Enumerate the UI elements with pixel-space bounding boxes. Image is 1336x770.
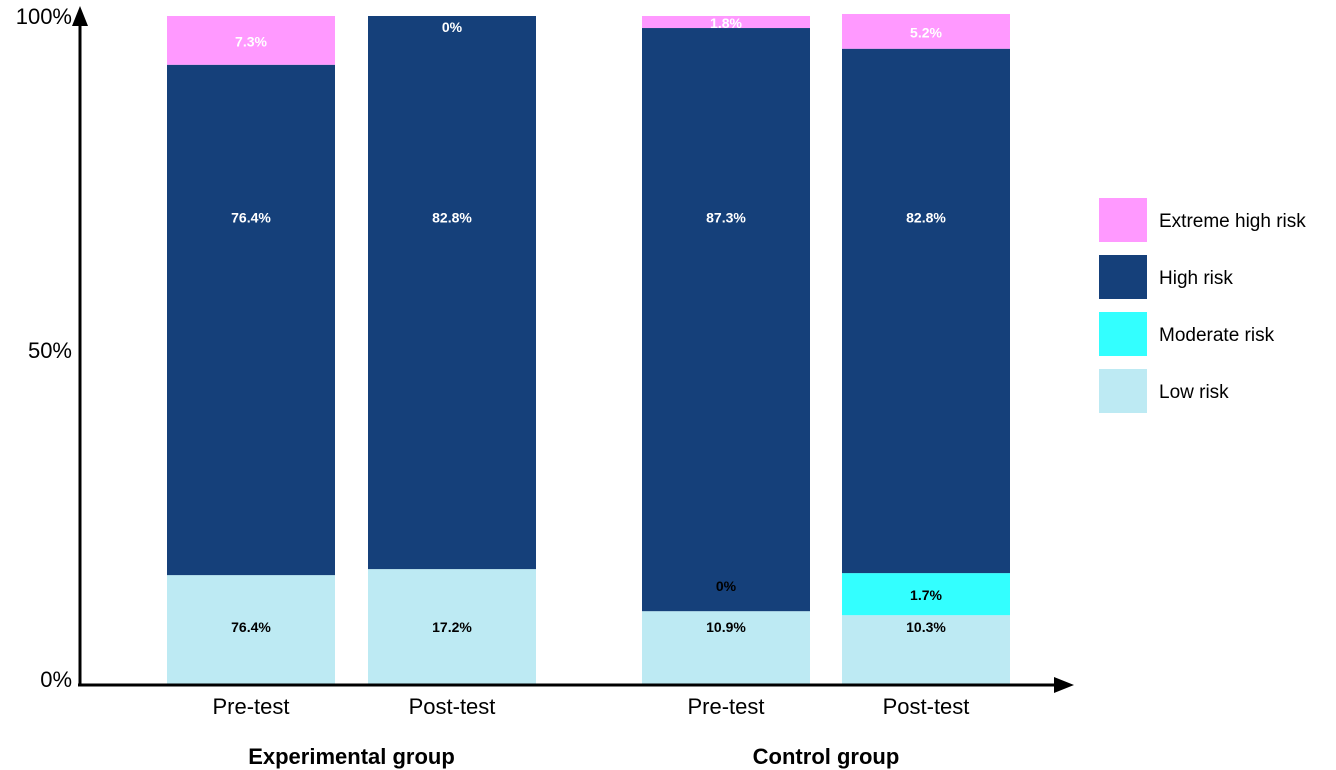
bar-extreme-high-risk-4 (842, 13, 1010, 49)
data-label-high-risk-2: 82.8% (432, 209, 472, 225)
x-tick-label-3: Pre-test (687, 694, 764, 719)
data-label-low-risk-2: 17.2% (432, 619, 472, 635)
legend-swatch-moderate-risk (1099, 312, 1147, 356)
data-label-low-risk-4: 10.3% (906, 619, 946, 635)
y-tick-label-100: 100% (16, 4, 72, 29)
data-label-high-risk-4: 82.8% (906, 209, 946, 225)
data-label-high-risk-3: 87.3% (706, 209, 746, 225)
bar-low-risk-3 (642, 611, 810, 684)
legend-swatch-low-risk (1099, 369, 1147, 413)
data-label-moderate-risk-4: 1.7% (910, 587, 942, 603)
data-label-low-risk-3: 10.9% (706, 619, 746, 635)
bar-high-risk-1 (167, 64, 335, 576)
data-label-extreme-high-risk-1: 7.3% (235, 33, 267, 49)
bar-extreme-high-risk-1 (167, 16, 335, 65)
legend-swatch-extreme-high-risk (1099, 198, 1147, 242)
legend-label-extreme-high-risk: Extreme high risk (1159, 211, 1306, 232)
legend-label-moderate-risk: Moderate risk (1159, 325, 1275, 346)
x-tick-label-1: Pre-test (212, 694, 289, 719)
bar-high-risk-2 (368, 16, 536, 570)
x-axis-arrow (1054, 677, 1074, 693)
bars-layer (167, 13, 1010, 684)
bar-high-risk-3 (642, 28, 810, 612)
y-tick-label-0: 0% (40, 667, 72, 692)
axes-layer: Pre-test Post-test Pre-test Post-test Experi… (16, 4, 1074, 769)
bar-moderate-risk-4 (842, 573, 1010, 616)
x-tick-label-4: Post-test (883, 694, 970, 719)
data-label-extreme-high-risk-3: 1.8% (710, 15, 742, 31)
bar-high-risk-4 (842, 48, 1010, 574)
bar-low-risk-1 (167, 575, 335, 684)
legend-label-low-risk: Low risk (1159, 382, 1229, 403)
bar-low-risk-2 (368, 569, 536, 684)
y-axis-arrow (72, 6, 88, 26)
legend-label-high-risk: High risk (1159, 268, 1233, 289)
bar-low-risk-4 (842, 615, 1010, 684)
data-label-high-risk-1: 76.4% (231, 209, 271, 225)
data-labels-layer: 76.4% 76.4% 7.3% 17.2% 82.8% 0% 10.9% 0% 87.3% 1.… (231, 15, 946, 635)
group-label-experimental-group: Experimental group (248, 744, 455, 769)
legend-swatch-high-risk (1099, 255, 1147, 299)
x-tick-label-2: Post-test (409, 694, 496, 719)
data-label-extreme-high-risk-2: 0% (442, 19, 463, 35)
group-label-control-group: Control group (753, 744, 900, 769)
y-tick-label-50: 50% (28, 338, 72, 363)
data-label-moderate-risk-3: 0% (716, 578, 737, 594)
data-label-low-risk-1: 76.4% (231, 619, 271, 635)
legend: Extreme high risk High risk Moderate risk L… (1099, 198, 1306, 413)
data-label-extreme-high-risk-4: 5.2% (910, 24, 942, 40)
bar-extreme-high-risk-3 (642, 16, 810, 29)
